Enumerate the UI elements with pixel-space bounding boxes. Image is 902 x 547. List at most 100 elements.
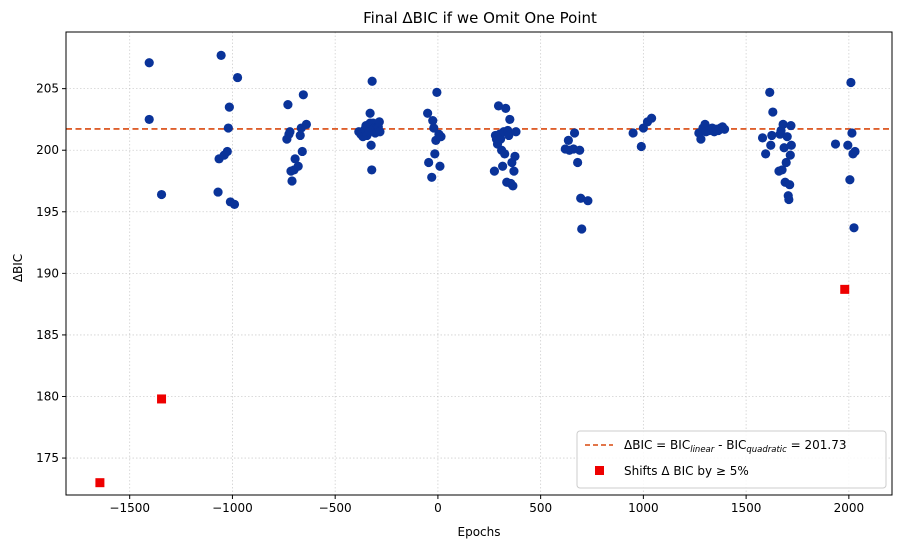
circle-point	[563, 135, 573, 145]
circle-point	[577, 224, 587, 234]
circle-point	[428, 116, 438, 126]
y-tick-label: 200	[36, 143, 59, 157]
circle-point	[504, 130, 514, 141]
circle-point	[843, 140, 853, 150]
circle-point	[777, 165, 787, 175]
x-tick-label: −500	[319, 501, 352, 515]
circle-point	[498, 161, 508, 171]
circle-point	[696, 134, 706, 144]
circle-point	[287, 176, 297, 186]
circle-point	[501, 103, 511, 113]
circle-point	[509, 166, 519, 176]
circle-point	[761, 149, 771, 159]
circle-point	[768, 107, 778, 117]
x-tick-label: −1000	[212, 501, 253, 515]
circle-point	[223, 123, 233, 133]
circle-point	[295, 130, 305, 141]
circle-point	[375, 127, 385, 137]
circle-point	[427, 172, 437, 182]
y-tick-label: 180	[36, 389, 59, 403]
circle-point	[719, 124, 730, 134]
circle-point	[576, 193, 586, 203]
x-tick-label: 2000	[834, 501, 865, 515]
circle-point	[782, 132, 792, 142]
circle-point	[216, 50, 226, 60]
axis-ticks: −1500 −1000 −500 0 500 1000 1500 2000 175 180 185 1…	[36, 82, 864, 515]
y-tick-label: 195	[36, 205, 59, 219]
circle-point	[489, 166, 500, 176]
circle-point	[785, 150, 795, 160]
grid	[66, 32, 892, 495]
circle-point	[767, 130, 777, 141]
circle-point	[374, 117, 384, 127]
circle-point	[850, 146, 860, 157]
circle-point	[365, 108, 375, 118]
legend-square-swatch	[595, 466, 604, 475]
x-tick-label: 1000	[628, 501, 659, 515]
circle-point	[505, 114, 515, 125]
legend-label-shifts: Shifts Δ BIC by ≥ 5%	[624, 464, 749, 478]
circle-point	[432, 87, 442, 97]
circle-point	[786, 140, 796, 150]
circle-point	[573, 157, 583, 168]
circle-point	[766, 140, 776, 150]
circle-point	[781, 157, 791, 168]
data-points	[95, 50, 860, 488]
circle-point	[144, 114, 154, 125]
circle-point	[846, 77, 856, 88]
circle-point	[298, 90, 308, 100]
circle-point	[424, 157, 434, 168]
circle-point	[229, 199, 240, 209]
y-tick-label: 205	[36, 82, 59, 96]
circle-point	[646, 113, 657, 123]
circle-point	[778, 119, 788, 129]
circle-point	[500, 149, 510, 159]
y-axis-label: ΔBIC	[11, 254, 25, 282]
x-axis-label: Epochs	[458, 525, 501, 539]
x-tick-label: −1500	[109, 501, 150, 515]
circle-point	[213, 187, 223, 197]
circle-point	[493, 101, 504, 111]
circle-point	[510, 151, 520, 161]
circle-point	[583, 196, 593, 206]
circle-point	[495, 134, 506, 144]
x-tick-label: 0	[434, 501, 442, 515]
circle-point	[436, 132, 446, 142]
circle-point	[435, 161, 445, 171]
circle-point	[144, 58, 154, 68]
circle-point	[830, 139, 841, 149]
circle-point	[222, 146, 232, 157]
circle-point	[575, 145, 585, 155]
plot-frame	[65, 31, 893, 496]
circle-point	[423, 108, 433, 118]
circle-point	[232, 72, 243, 83]
circle-point	[224, 102, 234, 112]
legend: ΔBIC = BIClinear - BICquadratic = 201.73…	[576, 430, 887, 489]
circle-point	[765, 87, 775, 97]
circle-point	[785, 180, 795, 190]
x-tick-label: 500	[529, 501, 552, 515]
circle-point	[757, 133, 768, 143]
y-tick-label: 185	[36, 328, 59, 342]
circle-point	[156, 189, 167, 200]
square-point	[95, 478, 105, 488]
legend-box	[576, 430, 887, 489]
square-point	[840, 284, 850, 294]
circle-point	[283, 100, 293, 110]
x-tick-label: 1500	[731, 501, 762, 515]
legend-label-reference-line: ΔBIC = BIClinear - BICquadratic = 201.73	[624, 438, 847, 455]
circle-point	[367, 165, 377, 175]
circle-point	[301, 119, 312, 129]
circle-point	[511, 127, 521, 137]
circle-point	[429, 123, 439, 133]
circle-point	[297, 146, 307, 157]
circle-point	[784, 194, 794, 205]
circle-point	[847, 128, 857, 138]
circle-point	[636, 141, 646, 152]
y-tick-label: 175	[36, 451, 59, 465]
circle-point	[786, 120, 796, 131]
circle-point	[849, 223, 859, 233]
circle-point	[628, 128, 638, 138]
square-point	[157, 394, 167, 404]
